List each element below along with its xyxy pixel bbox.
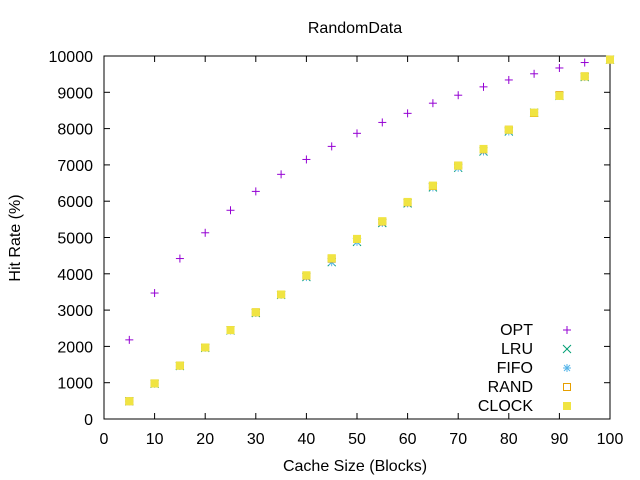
data-point-clock xyxy=(175,361,184,370)
data-point-opt xyxy=(125,335,134,344)
y-tick-label: 9000 xyxy=(57,85,93,102)
legend-label-fifo: FIFO xyxy=(497,360,533,377)
data-point-opt xyxy=(428,99,437,108)
data-point-opt xyxy=(201,228,210,237)
x-tick-label: 0 xyxy=(100,431,109,448)
data-point-opt xyxy=(175,254,184,263)
x-tick-label: 40 xyxy=(298,431,316,448)
legend-marker-clock xyxy=(563,402,571,410)
y-tick-label: 0 xyxy=(84,412,93,429)
x-tick-label: 60 xyxy=(399,431,417,448)
x-axis-label: Cache Size (Blocks) xyxy=(283,458,427,475)
data-point-opt xyxy=(251,187,260,196)
y-tick-label: 3000 xyxy=(57,303,93,320)
legend-label-rand: RAND xyxy=(488,379,533,396)
data-point-opt xyxy=(403,109,412,118)
legend-label-opt: OPT xyxy=(500,322,533,339)
y-axis-ticks: 0 1000 2000 3000 4000 5000 6000 7000 8000 9000 100… xyxy=(49,49,610,429)
x-tick-label: 50 xyxy=(348,431,366,448)
y-tick-label: 6000 xyxy=(57,194,93,211)
data-point-clock xyxy=(125,397,134,406)
data-point-clock xyxy=(327,254,336,263)
data-point-clock xyxy=(403,197,412,206)
y-tick-label: 1000 xyxy=(57,376,93,393)
y-tick-label: 8000 xyxy=(57,122,93,139)
data-point-clock xyxy=(428,181,437,190)
data-point-opt xyxy=(454,91,463,100)
y-tick-label: 2000 xyxy=(57,339,93,356)
y-axis-label: Hit Rate (%) xyxy=(7,194,24,281)
legend-marker-rand xyxy=(563,383,571,391)
data-point-clock xyxy=(580,72,589,81)
data-point-clock xyxy=(251,308,260,317)
data-point-opt xyxy=(479,82,488,91)
y-tick-label: 5000 xyxy=(57,231,93,248)
data-points xyxy=(124,55,615,406)
y-tick-label: 4000 xyxy=(57,267,93,284)
data-point-clock xyxy=(555,91,564,100)
plot-frame xyxy=(103,55,611,420)
chart-title: RandomData xyxy=(308,20,402,37)
data-point-opt xyxy=(302,155,311,164)
data-point-clock xyxy=(150,379,159,388)
legend-label-lru: LRU xyxy=(501,341,533,358)
data-point-clock xyxy=(226,326,235,335)
x-tick-label: 80 xyxy=(500,431,518,448)
data-point-opt xyxy=(555,63,564,72)
x-tick-label: 90 xyxy=(551,431,569,448)
legend: OPT LRU FIFO RAND CLOCK xyxy=(478,322,572,415)
data-point-opt xyxy=(226,206,235,215)
data-point-opt xyxy=(504,75,513,84)
data-point-clock xyxy=(302,271,311,280)
data-point-clock xyxy=(277,290,286,299)
legend-marker-lru xyxy=(562,344,572,354)
data-point-opt xyxy=(378,118,387,127)
y-tick-label: 10000 xyxy=(49,49,94,66)
x-tick-label: 10 xyxy=(146,431,164,448)
data-point-clock xyxy=(378,217,387,226)
data-point-clock xyxy=(479,144,488,153)
x-tick-label: 70 xyxy=(449,431,467,448)
legend-marker-fifo xyxy=(563,364,571,372)
data-point-opt xyxy=(530,69,539,78)
series-clock xyxy=(125,55,614,406)
data-point-clock xyxy=(530,108,539,117)
data-point-clock xyxy=(353,234,361,243)
data-point-opt xyxy=(150,289,159,298)
data-point-opt xyxy=(277,170,286,179)
data-point-opt xyxy=(353,129,361,138)
data-point-clock xyxy=(606,55,614,64)
x-tick-label: 30 xyxy=(247,431,265,448)
y-tick-label: 7000 xyxy=(57,158,93,175)
legend-marker-opt xyxy=(563,326,571,334)
x-tick-label: 20 xyxy=(196,431,214,448)
data-point-clock xyxy=(201,343,210,352)
data-point-opt xyxy=(580,58,589,67)
data-point-clock xyxy=(454,161,463,170)
data-point-opt xyxy=(327,142,336,151)
x-tick-label: 100 xyxy=(597,431,624,448)
data-point-clock xyxy=(504,125,513,134)
legend-label-clock: CLOCK xyxy=(478,398,533,415)
